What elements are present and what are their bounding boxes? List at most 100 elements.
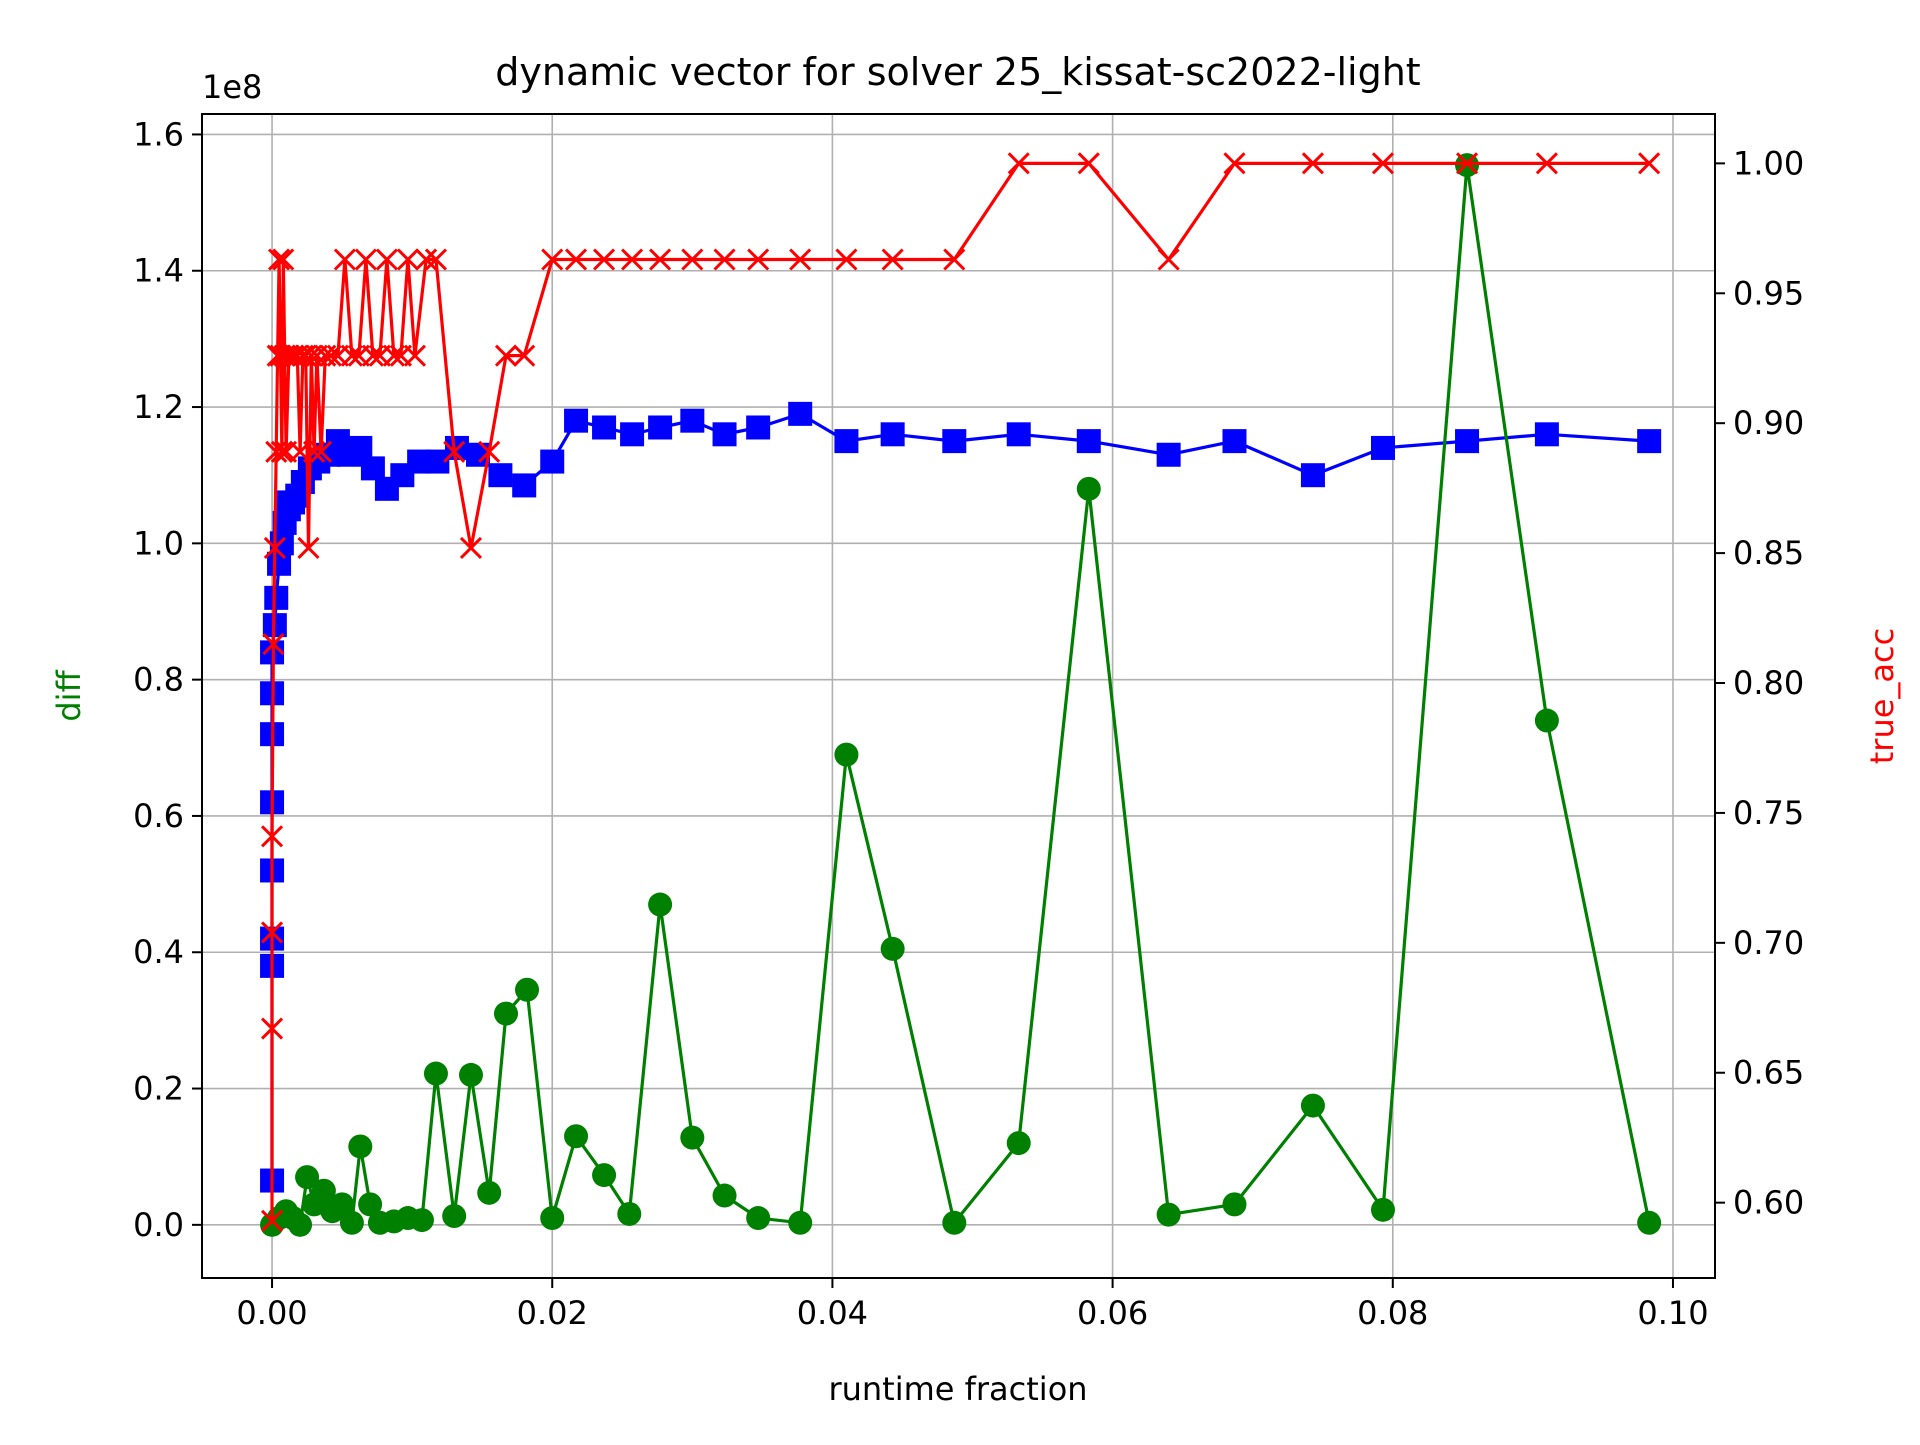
y-left-tick-label: 0.4 <box>133 933 184 971</box>
data-point-circle <box>358 1192 383 1217</box>
y-left-tick-label: 1.6 <box>133 115 184 153</box>
data-point-circle <box>1156 1202 1181 1227</box>
data-point-circle <box>339 1210 364 1235</box>
data-point-x <box>1371 152 1395 175</box>
data-point-x <box>415 248 438 271</box>
data-point-square <box>712 422 737 447</box>
data-point-x <box>340 344 363 367</box>
data-point-circle <box>942 1210 967 1235</box>
data-point-circle <box>494 1001 519 1026</box>
y-right-tick-label: 0.95 <box>1733 274 1804 312</box>
data-point-x <box>267 248 291 271</box>
data-point-x <box>1157 248 1180 271</box>
data-point-square <box>834 429 859 454</box>
data-point-circle <box>648 892 673 917</box>
data-point-x <box>593 248 616 271</box>
data-point-circle <box>880 936 905 961</box>
data-point-x <box>649 248 672 271</box>
data-point-square <box>680 408 705 433</box>
data-point-x <box>263 536 286 559</box>
data-point-x <box>396 248 419 271</box>
data-point-x <box>943 248 966 271</box>
data-point-circle <box>348 1134 373 1159</box>
y-left-tick-label: 1.4 <box>133 252 184 290</box>
data-point-x <box>310 440 333 463</box>
data-point-square <box>264 585 289 610</box>
data-point-x <box>747 248 770 271</box>
y-left-tick-label: 1.2 <box>133 388 184 426</box>
data-point-x <box>303 440 326 463</box>
data-point-circle <box>409 1208 434 1233</box>
data-point-x <box>382 344 405 367</box>
data-point-square <box>564 408 589 433</box>
data-point-square <box>1370 435 1395 460</box>
data-point-square <box>1076 429 1101 454</box>
data-point-x <box>297 536 320 559</box>
data-point-square <box>1222 429 1247 454</box>
data-point-square <box>267 551 292 576</box>
data-point-square <box>360 456 385 481</box>
data-point-square <box>942 429 967 454</box>
data-point-circle <box>788 1210 813 1235</box>
data-point-square <box>648 415 673 440</box>
y-left-tick-label: 1.0 <box>133 524 184 562</box>
data-point-square <box>788 401 813 426</box>
data-point-circle <box>680 1125 705 1150</box>
series-2 <box>260 152 1661 1232</box>
x-tick-label: 0.10 <box>1637 1294 1708 1332</box>
data-point-circle <box>1370 1197 1395 1222</box>
y-right-tick-label: 0.80 <box>1733 664 1804 702</box>
y-left-tick-label: 0.0 <box>133 1206 184 1244</box>
y-right-tick-label: 0.65 <box>1733 1054 1804 1092</box>
data-point-circle <box>442 1203 467 1228</box>
data-point-x <box>1007 152 1030 175</box>
axis-ticks: 0.00 0.02 0.04 0.06 0.08 0.10 0.0 0.2 0.4 0.6 0.8 1… <box>133 115 1804 1332</box>
data-point-square <box>620 422 645 447</box>
data-point-square <box>1006 422 1031 447</box>
data-point-square <box>1534 422 1559 447</box>
y-left-tick-label: 0.8 <box>133 661 184 699</box>
data-point-square <box>1156 442 1181 467</box>
data-point-square <box>880 422 905 447</box>
data-point-square <box>1637 429 1662 454</box>
data-point-x <box>403 344 427 367</box>
data-point-circle <box>330 1192 355 1217</box>
plot-frame <box>201 113 1716 1279</box>
data-point-circle <box>540 1206 565 1231</box>
data-point-x <box>494 344 518 367</box>
data-point-square <box>1455 429 1480 454</box>
data-point-circle <box>1637 1210 1662 1235</box>
data-point-square <box>488 463 513 488</box>
data-point-x <box>681 248 704 271</box>
data-point-circle <box>1076 476 1101 501</box>
data-point-x <box>513 344 536 367</box>
data-point-circle <box>477 1180 502 1205</box>
data-point-x <box>260 1017 284 1040</box>
data-point-square <box>592 415 617 440</box>
data-point-circle <box>746 1206 771 1231</box>
data-point-x <box>1455 152 1479 175</box>
data-point-circle <box>423 1061 448 1086</box>
data-point-x <box>270 440 293 463</box>
data-point-square <box>540 449 565 474</box>
data-point-x <box>789 248 812 271</box>
x-tick-label: 0.02 <box>517 1294 588 1332</box>
data-point-x <box>260 1209 284 1232</box>
data-point-circle <box>617 1201 642 1226</box>
data-point-x <box>1223 152 1246 175</box>
data-point-x <box>1535 152 1558 175</box>
data-point-circle <box>311 1178 336 1203</box>
data-point-x <box>424 248 448 271</box>
data-point-square <box>512 473 537 498</box>
data-point-x <box>713 248 736 271</box>
data-point-circle <box>1006 1131 1031 1156</box>
grid-lines <box>202 114 1715 1278</box>
data-point-circle <box>564 1124 589 1149</box>
data-point-x <box>564 248 588 271</box>
data-point-circle <box>712 1183 737 1208</box>
data-point-x <box>361 344 384 367</box>
chart-title: dynamic vector for solver 25_kissat-sc20… <box>495 50 1420 94</box>
data-point-x <box>354 248 377 271</box>
y-right-tick-label: 0.90 <box>1733 404 1804 442</box>
